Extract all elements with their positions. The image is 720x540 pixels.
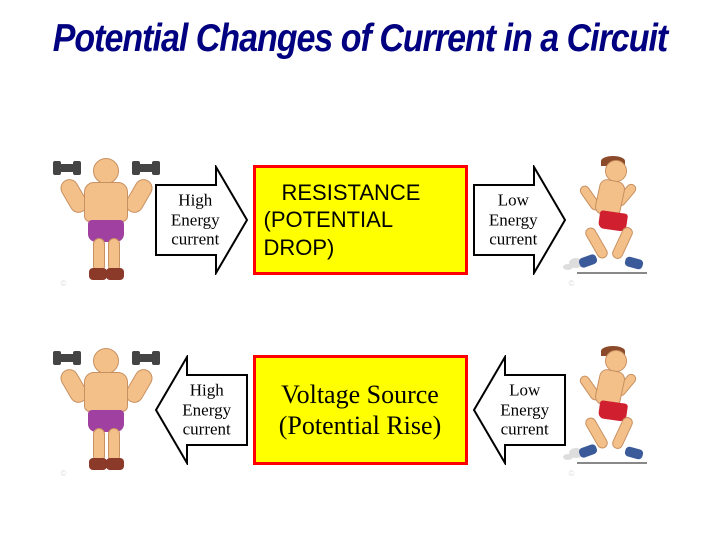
watermark: © (569, 469, 575, 478)
arrow-label: High Energy current (160, 191, 230, 250)
arrow-label-line: Low (498, 191, 529, 210)
watermark: © (61, 469, 67, 478)
arrow-label-line: Energy (489, 210, 538, 229)
watermark: © (61, 279, 67, 288)
arrow-label-line: Energy (182, 400, 231, 419)
arrow-high-energy-right: High Energy current (154, 165, 249, 275)
resistance-box: RESISTANCE (POTENTIAL DROP) (253, 165, 468, 275)
box-line: DROP) (264, 234, 457, 262)
arrow-label: Low Energy current (478, 191, 548, 250)
arrow-label-line: Energy (500, 400, 549, 419)
muscleman-icon: © (59, 150, 154, 290)
arrow-label-line: Energy (171, 210, 220, 229)
runner-icon: © (567, 340, 662, 480)
row-resistance: © High Energy current RESISTANCE (POTENT… (0, 150, 720, 290)
arrow-high-energy-left: High Energy current (154, 355, 249, 465)
arrow-label-line: current (183, 420, 231, 439)
arrow-label-line: High (190, 381, 224, 400)
arrow-low-energy-left: Low Energy current (472, 355, 567, 465)
muscleman-icon: © (59, 340, 154, 480)
box-line: RESISTANCE (264, 179, 457, 207)
watermark: © (569, 279, 575, 288)
arrow-low-energy-right: Low Energy current (472, 165, 567, 275)
runner-icon: © (567, 150, 662, 290)
box-line: (POTENTIAL (264, 206, 457, 234)
arrow-label-line: current (171, 230, 219, 249)
arrow-label-line: Low (509, 381, 540, 400)
box-line: Voltage Source (264, 379, 457, 410)
arrow-label: High Energy current (172, 381, 242, 440)
row-voltage-source: © High Energy current Voltage Source (Po… (0, 340, 720, 480)
arrow-label-line: current (501, 420, 549, 439)
arrow-label-line: current (489, 230, 537, 249)
arrow-label-line: High (178, 191, 212, 210)
voltage-source-box: Voltage Source (Potential Rise) (253, 355, 468, 465)
box-line: (Potential Rise) (264, 410, 457, 441)
arrow-label: Low Energy current (490, 381, 560, 440)
slide-title: Potential Changes of Current in a Circui… (0, 0, 720, 61)
